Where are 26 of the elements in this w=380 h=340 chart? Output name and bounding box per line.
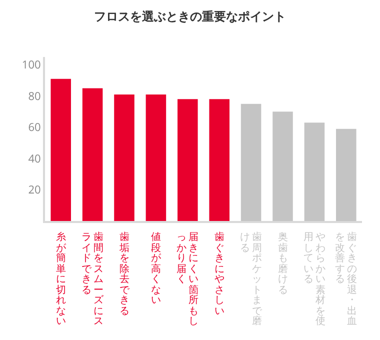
bar	[114, 94, 134, 221]
category-label: 届きにくい箇所もしっかり届く	[176, 232, 199, 327]
bar	[209, 99, 230, 221]
y-tick-label: 40	[28, 151, 41, 166]
bar	[240, 104, 262, 221]
bar	[82, 88, 103, 221]
x-tick-label: 奥歯も磨ける	[278, 232, 288, 298]
y-tick-label: 80	[28, 88, 41, 104]
category-label: 歯間をスムーズにスライドできる	[82, 232, 104, 327]
bar	[336, 128, 356, 221]
x-tick-label: 値段が高くない	[150, 232, 161, 308]
bar	[272, 112, 293, 221]
bar	[178, 99, 198, 221]
bar	[146, 94, 166, 221]
y-tick-label: 60	[28, 120, 41, 136]
category-label: 糸が簡単に切れない	[56, 232, 66, 327]
x-tick-label: 歯垢を除去できる	[119, 232, 130, 318]
bar	[304, 122, 325, 221]
x-tick-label: 歯ぐきにやさしい	[214, 232, 224, 318]
y-tick-label: 100	[22, 58, 41, 73]
category-label: やわらかい素材を使用している	[303, 232, 326, 327]
bar	[50, 78, 71, 221]
category-label: 歯周ポケットまで磨ける	[240, 232, 262, 327]
y-tick-label: 20	[28, 182, 41, 198]
category-label: 歯ぐきの後退・出血を改善する	[335, 232, 358, 327]
chart-title: フロスを選ぶときの重要なポイント	[94, 9, 286, 24]
